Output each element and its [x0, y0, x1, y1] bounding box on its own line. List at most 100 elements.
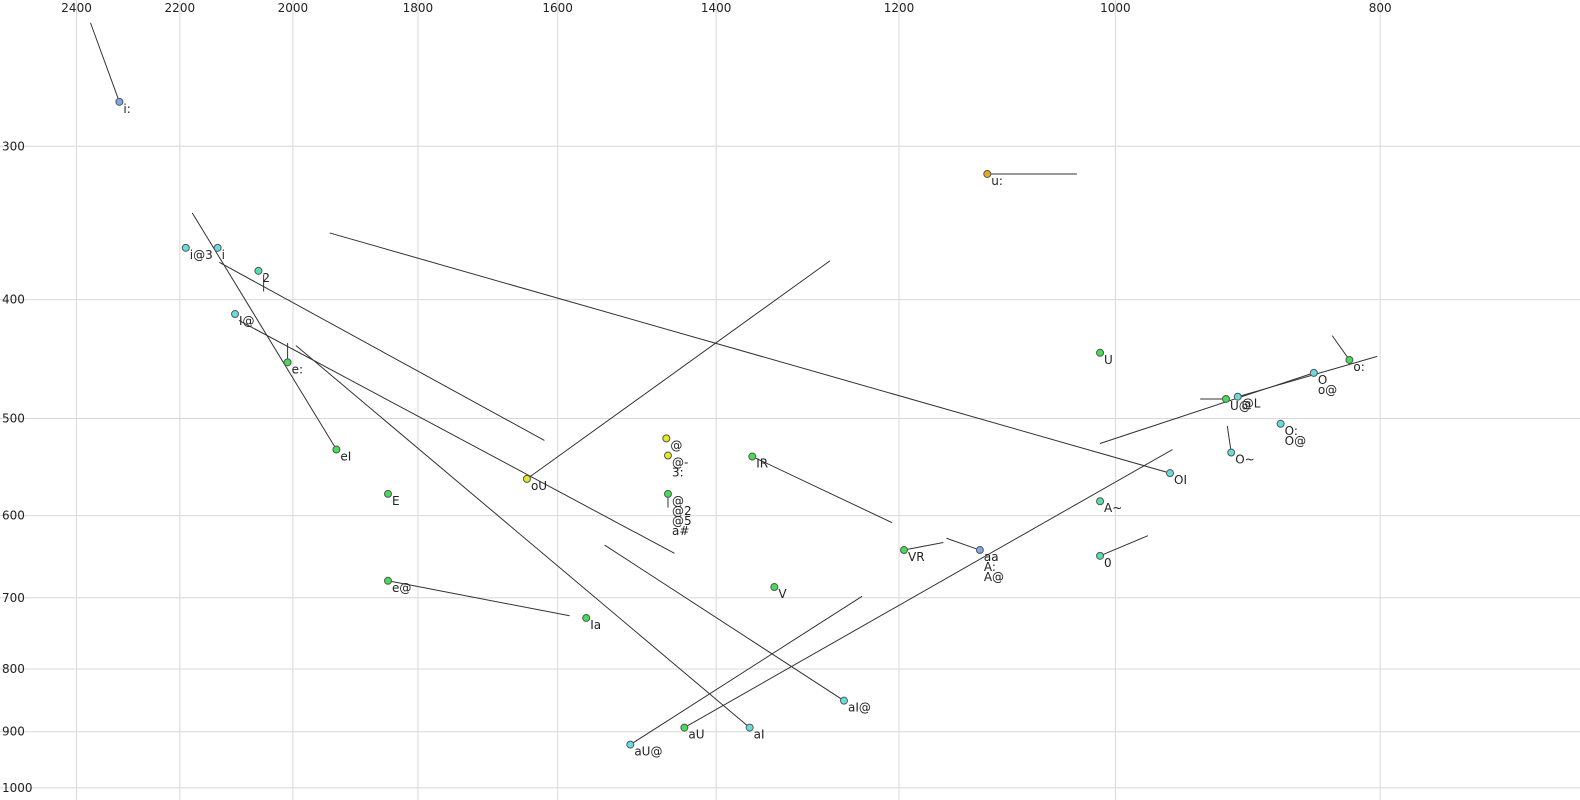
x-tick-label: 1200 — [884, 1, 915, 15]
vowel-label: @5 — [672, 514, 692, 528]
vowel-label: aI — [754, 728, 765, 742]
vowel-point — [839, 696, 848, 705]
trajectory — [219, 261, 545, 441]
trajectory — [1099, 372, 1314, 444]
vowel-label: e@ — [392, 581, 411, 595]
vowel-label: O: — [1285, 424, 1298, 438]
x-tick-label: 1000 — [1100, 1, 1131, 15]
vowel-point — [115, 97, 124, 106]
vowel-point — [1227, 448, 1236, 457]
x-tick-label: 1600 — [542, 1, 573, 15]
vowel-label: E — [392, 494, 400, 508]
y-tick-label: 900 — [2, 725, 25, 739]
vowel-label: IR — [756, 457, 768, 471]
vowel-label: 0 — [1104, 556, 1112, 570]
vowel-point — [663, 489, 672, 498]
trajectory — [604, 544, 845, 702]
x-tick-label: 800 — [1369, 1, 1392, 15]
y-tick-label: 800 — [2, 662, 25, 676]
trajectory — [387, 580, 570, 617]
vowel-point — [1345, 355, 1354, 364]
y-tick-label: 300 — [2, 139, 25, 153]
vowel-label: VR — [908, 550, 925, 564]
trajectory — [630, 595, 863, 746]
vowel-label: U@ — [1230, 399, 1251, 413]
vowel-point — [663, 451, 672, 460]
trajectory — [903, 542, 944, 551]
vowel-label: u: — [991, 174, 1003, 188]
trajectory — [1226, 425, 1232, 453]
x-tick-label: 1400 — [701, 1, 732, 15]
vowel-point — [626, 740, 635, 749]
x-tick-label: 1800 — [403, 1, 434, 15]
x-tick-label: 2000 — [278, 1, 309, 15]
vowel-label: aU@ — [634, 745, 662, 759]
trajectory — [526, 260, 831, 480]
vowel-label: i: — [123, 102, 130, 116]
vowel-label: i@3 — [190, 248, 213, 262]
y-tick-label: 1000 — [2, 781, 33, 795]
vowel-label: A~ — [1104, 501, 1122, 515]
vowel-point — [522, 474, 531, 483]
vowel-point — [1096, 551, 1105, 560]
trajectory — [329, 232, 1171, 474]
trajectory — [1331, 335, 1350, 361]
vowel-point — [900, 546, 909, 555]
vowel-point — [1309, 368, 1318, 377]
y-tick-label: 600 — [2, 509, 25, 523]
vowel-label: I@ — [239, 314, 255, 328]
vowel-point — [1221, 394, 1230, 403]
vowel-label: e: — [292, 362, 303, 376]
vowel-point — [332, 445, 341, 454]
vowel-point — [383, 489, 392, 498]
vowel-label: O — [1318, 373, 1327, 387]
trajectory — [1237, 355, 1378, 398]
vowel-label: OI — [1174, 473, 1187, 487]
y-tick-label: 500 — [2, 411, 25, 425]
vowel-point — [231, 310, 240, 319]
vowel-label: @L — [1242, 397, 1261, 411]
vowel-label: Ia — [590, 618, 601, 632]
vowel-label: @2 — [672, 504, 692, 518]
vowel-point — [975, 546, 984, 555]
vowel-label: o: — [1353, 360, 1364, 374]
trajectory — [238, 320, 675, 554]
trajectory — [946, 537, 981, 551]
vowel-label: aU — [688, 728, 704, 742]
vowel-label: a# — [672, 524, 689, 538]
vowel-label: @ — [670, 438, 682, 452]
vowel-label: U — [1104, 353, 1113, 367]
y-tick-label: 400 — [2, 293, 25, 307]
trajectory — [752, 456, 893, 524]
vowel-label: @- — [672, 456, 688, 470]
vowel-point — [745, 723, 754, 732]
trajectory — [684, 449, 1173, 729]
vowel-point — [181, 243, 190, 252]
vowel-label: o@ — [1318, 383, 1337, 397]
vowel-point — [1166, 469, 1175, 478]
vowel-point — [383, 576, 392, 585]
vowel-point — [582, 613, 591, 622]
vowel-label: i — [222, 248, 225, 262]
vowel-label: V — [778, 587, 787, 601]
vowel-label: O~ — [1235, 453, 1255, 467]
vowel-label: oU — [531, 479, 547, 493]
vowel-point — [680, 723, 689, 732]
vowel-label: A: — [984, 560, 996, 574]
trajectory — [90, 22, 120, 102]
vowel-point — [254, 266, 263, 275]
vowel-point — [283, 358, 292, 367]
vowel-point — [1096, 348, 1105, 357]
trajectory — [295, 345, 750, 728]
vowel-point — [662, 434, 671, 443]
vowel-point — [1276, 419, 1285, 428]
trajectory — [1099, 535, 1149, 557]
x-tick-label: 2400 — [61, 1, 92, 15]
vowel-point — [770, 583, 779, 592]
vowel-label: 3: — [672, 466, 684, 480]
vowel-label: 2 — [262, 271, 270, 285]
vowel-label: eI — [340, 450, 351, 464]
trajectory — [191, 212, 337, 450]
vowel-label: O@ — [1285, 434, 1306, 448]
